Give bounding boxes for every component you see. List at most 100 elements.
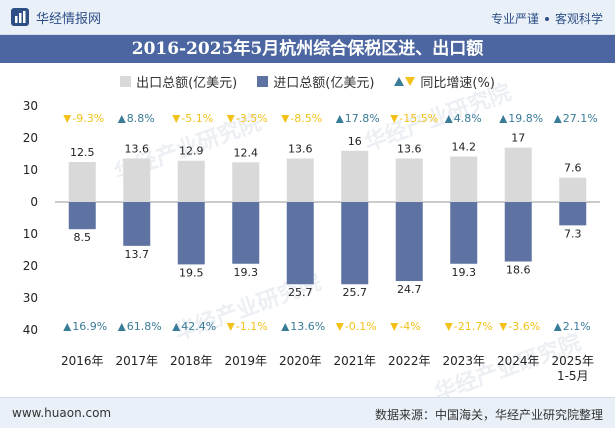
import-growth-label: 42.4% (181, 320, 216, 333)
export-value-label: 13.6 (288, 142, 313, 155)
import-value-label: 18.6 (506, 264, 531, 277)
import-value-label: 7.3 (564, 227, 582, 240)
x-tick-label: 2021年 (333, 354, 376, 368)
export-growth-label: 19.8% (508, 112, 543, 125)
brand[interactable]: 华经情报网 (10, 7, 101, 27)
export-growth-label: -5.1% (181, 112, 213, 125)
export-value-label: 12.4 (234, 146, 259, 159)
legend-import: 进口总额(亿美元) (257, 72, 374, 91)
x-tick-label: 2024年 (497, 354, 540, 368)
y-tick-label: 20 (23, 131, 38, 145)
import-growth-label: -4% (399, 320, 420, 333)
import-value-label: 19.3 (234, 266, 259, 279)
import-value-label: 25.7 (343, 286, 368, 299)
import-bar (123, 202, 151, 246)
import-growth-triangle-icon (281, 323, 290, 331)
export-value-label: 13.6 (397, 142, 422, 155)
import-value-label: 8.5 (74, 231, 92, 244)
top-bar: 华经情报网 专业严谨 客观科学 (0, 0, 615, 35)
y-tick-label: 30 (23, 291, 38, 305)
export-value-label: 16 (348, 135, 362, 148)
x-tick-label: 2022年 (388, 354, 431, 368)
y-tick-label: 30 (23, 99, 38, 113)
y-tick-label: 40 (23, 323, 38, 337)
export-growth-label: -8.5% (290, 112, 322, 125)
export-bar (504, 147, 532, 202)
export-value-label: 14.2 (452, 141, 477, 154)
legend-growth-label: 同比增速(%) (420, 75, 495, 91)
export-value-label: 17 (511, 132, 525, 145)
import-value-label: 19.3 (452, 266, 477, 279)
import-bar (68, 202, 96, 230)
import-growth-triangle-icon (117, 323, 126, 331)
export-value-label: 12.9 (179, 145, 204, 158)
export-growth-triangle-icon (226, 115, 235, 123)
export-value-label: 7.6 (564, 162, 582, 175)
export-bar (123, 158, 151, 202)
import-growth-label: 16.9% (72, 320, 107, 333)
export-growth-label: -15.5% (399, 112, 438, 125)
legend-export-swatch (120, 75, 132, 87)
separator-dot-icon (544, 16, 549, 21)
legend-export-label: 出口总额(亿美元) (136, 75, 238, 91)
legend-export: 出口总额(亿美元) (120, 72, 237, 91)
import-bar (341, 202, 369, 285)
import-bar (450, 202, 478, 264)
import-value-label: 24.7 (397, 283, 422, 296)
export-bar (450, 156, 478, 202)
export-growth-triangle-icon (63, 115, 72, 123)
tagline: 专业严谨 客观科学 (491, 10, 603, 27)
import-value-label: 13.7 (125, 248, 150, 261)
export-growth-triangle-icon (553, 115, 562, 123)
export-bar (68, 162, 96, 202)
import-growth-triangle-icon (226, 323, 235, 331)
legend-import-swatch (257, 75, 269, 87)
footer-source: 数据来源：中国海关，华经产业研究院整理 (374, 408, 603, 422)
x-tick-label: 2025年 (551, 354, 594, 368)
import-growth-label: -0.1% (345, 320, 377, 333)
y-tick-label: 20 (23, 259, 38, 273)
import-growth-label: 61.8% (127, 320, 162, 333)
import-growth-triangle-icon (499, 323, 508, 331)
x-tick-label: 2020年 (279, 354, 322, 368)
x-tick-label: 2017年 (115, 354, 158, 368)
x-tick-label: 2023年 (442, 354, 485, 368)
legend: 出口总额(亿美元) 进口总额(亿美元) 同比增速(%) (0, 71, 615, 91)
import-bar (395, 202, 423, 282)
footer-url[interactable]: www.huaon.com (12, 406, 112, 420)
chart-title: 2016-2025年5月杭州综合保税区进、出口额 (0, 35, 615, 63)
y-tick-label: 10 (23, 163, 38, 177)
import-bar (177, 202, 205, 265)
import-growth-label: 2.1% (563, 320, 591, 333)
export-growth-label: -3.5% (236, 112, 268, 125)
export-growth-triangle-icon (335, 115, 344, 123)
export-growth-label: 17.8% (345, 112, 380, 125)
import-bar (504, 202, 532, 262)
tagline-1: 专业严谨 (490, 12, 539, 26)
import-growth-triangle-icon (172, 323, 181, 331)
x-tick-label: 2018年 (170, 354, 213, 368)
export-growth-triangle-icon (499, 115, 508, 123)
export-growth-triangle-icon (444, 115, 453, 123)
x-tick-label: 2019年 (224, 354, 267, 368)
export-bar (341, 150, 369, 202)
export-bar (177, 160, 205, 202)
import-bar (286, 202, 314, 285)
export-bar (395, 158, 423, 202)
export-value-label: 12.5 (70, 146, 95, 159)
import-value-label: 25.7 (288, 286, 313, 299)
import-growth-label: -21.7% (454, 320, 493, 333)
import-growth-label: 13.6% (290, 320, 325, 333)
import-value-label: 19.5 (179, 266, 204, 279)
export-growth-triangle-icon (172, 115, 181, 123)
x-tick-label: 2016年 (61, 354, 104, 368)
export-growth-triangle-icon (117, 115, 126, 123)
footer: www.huaon.com 数据来源：中国海关，华经产业研究院整理 (0, 397, 615, 428)
export-growth-label: 4.8% (454, 112, 482, 125)
brand-logo-icon (11, 8, 29, 26)
export-bar (286, 158, 314, 202)
export-growth-label: 8.8% (127, 112, 155, 125)
y-tick-label: 10 (23, 227, 38, 241)
x-tick-label-sub: 1-5月 (557, 369, 589, 383)
